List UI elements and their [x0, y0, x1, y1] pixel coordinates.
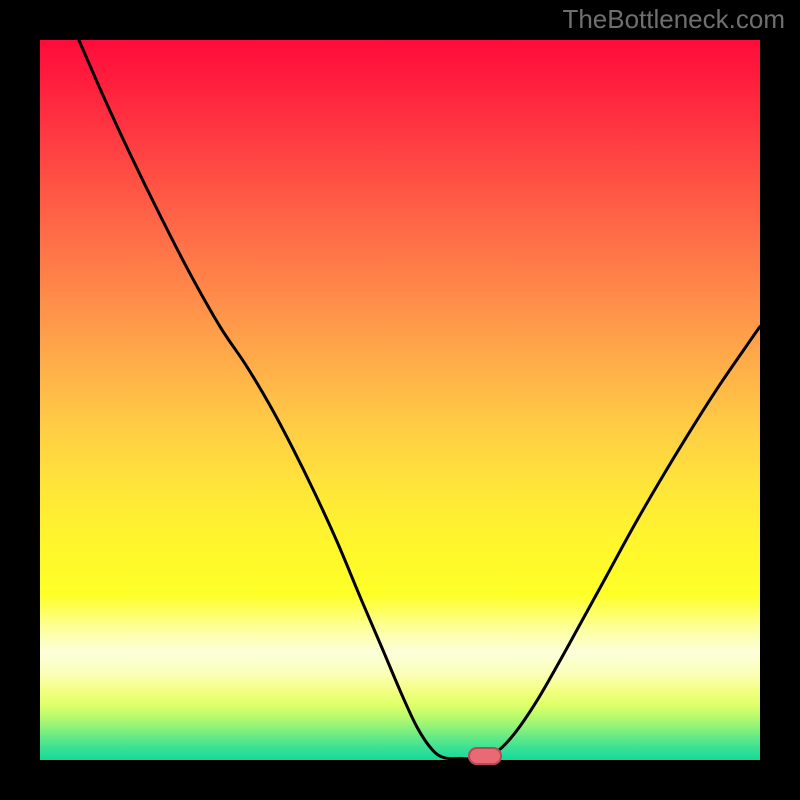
watermark-text: TheBottleneck.com [562, 4, 785, 35]
chart-container: TheBottleneck.com [0, 0, 800, 800]
bottleneck-marker [468, 747, 502, 765]
gradient-background [40, 40, 760, 760]
